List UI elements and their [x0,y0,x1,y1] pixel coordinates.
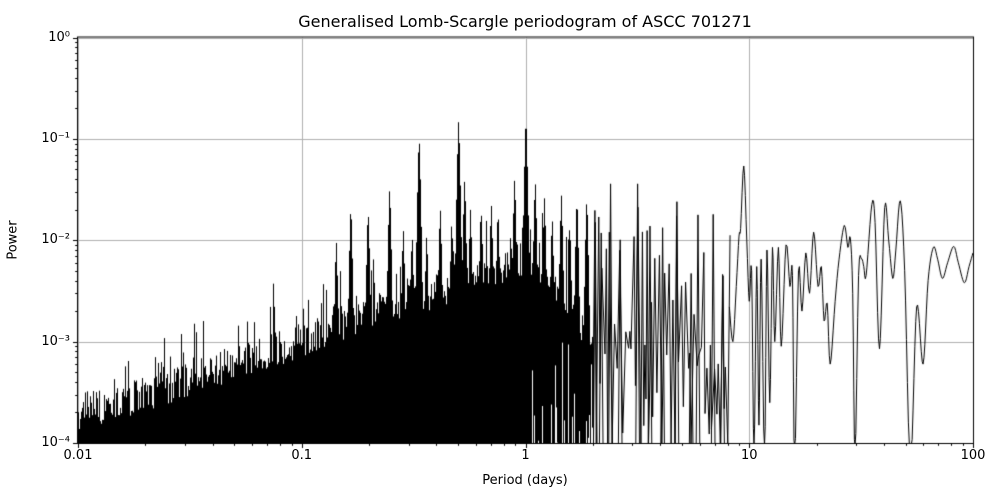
y-tick-label: 10⁻¹ [41,130,70,146]
x-tick-label: 0.1 [291,448,313,463]
x-tick-label: 10 [740,448,758,463]
y-tick-label: 10⁰ [48,29,70,45]
y-tick-label: 10⁻³ [41,333,70,349]
x-tick-label: 0.01 [63,448,93,463]
y-axis-label: Power [5,220,21,260]
x-tick-label: 1 [521,448,530,463]
y-tick-label: 10⁻⁴ [41,435,70,450]
y-tick-label: 10⁻² [41,232,70,248]
x-tick-label: 100 [960,448,986,463]
chart-title: Generalised Lomb-Scargle periodogram of … [298,12,752,31]
x-axis-label: Period (days) [482,473,568,488]
